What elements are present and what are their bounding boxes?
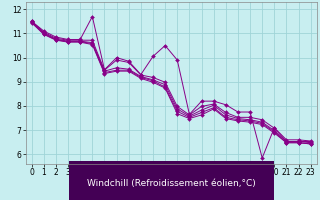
- X-axis label: Windchill (Refroidissement éolien,°C): Windchill (Refroidissement éolien,°C): [87, 179, 256, 188]
